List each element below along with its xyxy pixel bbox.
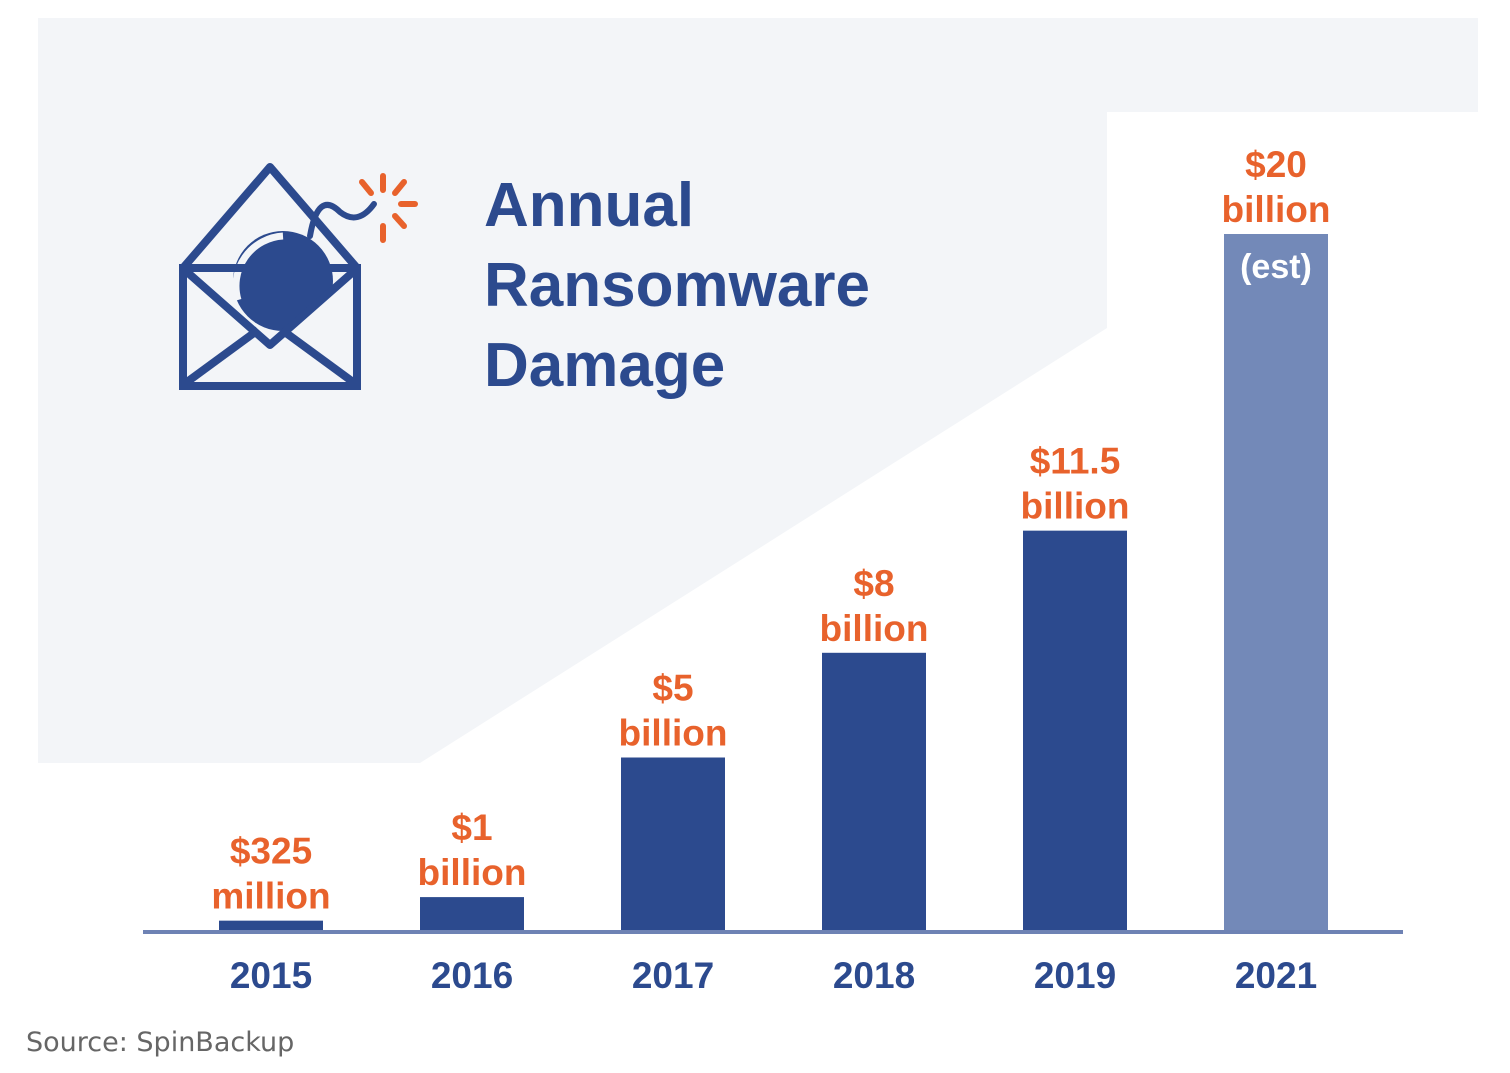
- data-label-2015: $325: [230, 831, 312, 872]
- data-label-2016: billion: [418, 852, 527, 893]
- bar-2016: [420, 897, 524, 932]
- labels-layer: $325million$1billion$5billion$8billion$1…: [211, 144, 1330, 917]
- data-label-2018: billion: [820, 608, 929, 649]
- x-axis-ticks: 2015 2016 2017 2018 2019 2021: [230, 955, 1317, 996]
- data-label-2015: million: [211, 876, 330, 917]
- x-tick-2019: 2019: [1034, 955, 1116, 996]
- data-label-2021: billion: [1222, 189, 1331, 230]
- data-label-2017: $5: [652, 668, 693, 709]
- bar-2015: [219, 920, 323, 932]
- data-label-2021: $20: [1245, 144, 1307, 185]
- title-line: Ransomware: [484, 251, 870, 320]
- x-tick-2021: 2021: [1235, 955, 1317, 996]
- x-tick-2018: 2018: [833, 955, 915, 996]
- data-label-2019: $11.5: [1030, 441, 1121, 482]
- data-label-2016: $1: [451, 807, 492, 848]
- bar-2021: [1224, 234, 1328, 932]
- x-tick-2017: 2017: [632, 955, 714, 996]
- bar-2018: [822, 652, 926, 932]
- chart-title: Annual Ransomware Damage: [484, 171, 870, 400]
- data-label-2018: $8: [853, 563, 894, 604]
- data-label-2019: billion: [1021, 486, 1130, 527]
- background-panel: [38, 18, 1478, 763]
- bar-2019: [1023, 530, 1127, 932]
- bar-2017: [621, 757, 725, 932]
- envelope-bomb-icon: [179, 163, 418, 390]
- title-line: Damage: [484, 331, 725, 400]
- source-note: Source: SpinBackup: [26, 1027, 294, 1058]
- estimate-note: (est): [1240, 248, 1312, 286]
- title-line: Annual: [484, 171, 694, 240]
- data-label-2017: billion: [619, 713, 728, 754]
- x-tick-2015: 2015: [230, 955, 312, 996]
- x-tick-2016: 2016: [431, 955, 513, 996]
- bars-layer: [219, 234, 1328, 932]
